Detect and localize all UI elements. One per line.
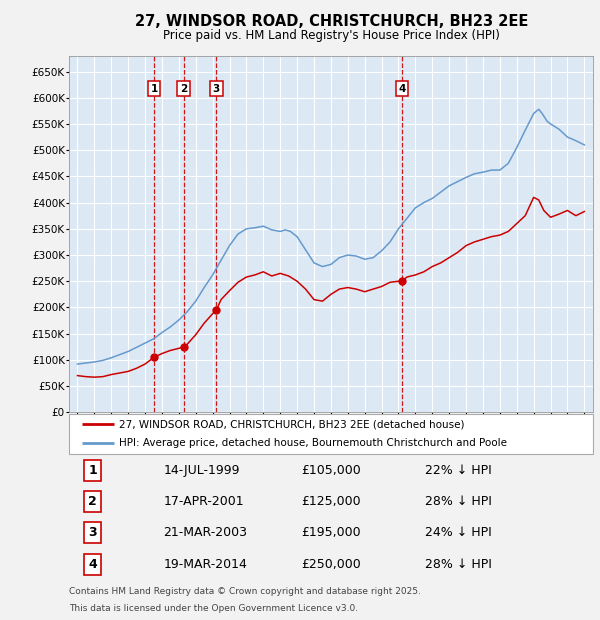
Text: £105,000: £105,000 xyxy=(301,464,361,477)
Text: £125,000: £125,000 xyxy=(301,495,361,508)
Text: 28% ↓ HPI: 28% ↓ HPI xyxy=(425,557,492,570)
FancyBboxPatch shape xyxy=(69,414,593,454)
Text: 27, WINDSOR ROAD, CHRISTCHURCH, BH23 2EE (detached house): 27, WINDSOR ROAD, CHRISTCHURCH, BH23 2EE… xyxy=(119,419,464,430)
Text: 2: 2 xyxy=(88,495,97,508)
Text: 24% ↓ HPI: 24% ↓ HPI xyxy=(425,526,492,539)
Text: 27, WINDSOR ROAD, CHRISTCHURCH, BH23 2EE: 27, WINDSOR ROAD, CHRISTCHURCH, BH23 2EE xyxy=(134,14,528,29)
Text: 14-JUL-1999: 14-JUL-1999 xyxy=(163,464,240,477)
Text: 21-MAR-2003: 21-MAR-2003 xyxy=(163,526,247,539)
Text: 4: 4 xyxy=(398,84,406,94)
Text: Contains HM Land Registry data © Crown copyright and database right 2025.: Contains HM Land Registry data © Crown c… xyxy=(69,587,421,596)
Text: 3: 3 xyxy=(213,84,220,94)
Text: 19-MAR-2014: 19-MAR-2014 xyxy=(163,557,247,570)
Text: 1: 1 xyxy=(88,464,97,477)
Text: £250,000: £250,000 xyxy=(301,557,361,570)
Text: 4: 4 xyxy=(88,557,97,570)
Text: 2: 2 xyxy=(180,84,187,94)
Text: HPI: Average price, detached house, Bournemouth Christchurch and Poole: HPI: Average price, detached house, Bour… xyxy=(119,438,507,448)
Text: 1: 1 xyxy=(151,84,158,94)
Text: Price paid vs. HM Land Registry's House Price Index (HPI): Price paid vs. HM Land Registry's House … xyxy=(163,30,500,42)
Text: 28% ↓ HPI: 28% ↓ HPI xyxy=(425,495,492,508)
Text: 17-APR-2001: 17-APR-2001 xyxy=(163,495,244,508)
Text: 3: 3 xyxy=(88,526,97,539)
Text: This data is licensed under the Open Government Licence v3.0.: This data is licensed under the Open Gov… xyxy=(69,604,358,613)
Text: £195,000: £195,000 xyxy=(301,526,361,539)
Text: 22% ↓ HPI: 22% ↓ HPI xyxy=(425,464,492,477)
